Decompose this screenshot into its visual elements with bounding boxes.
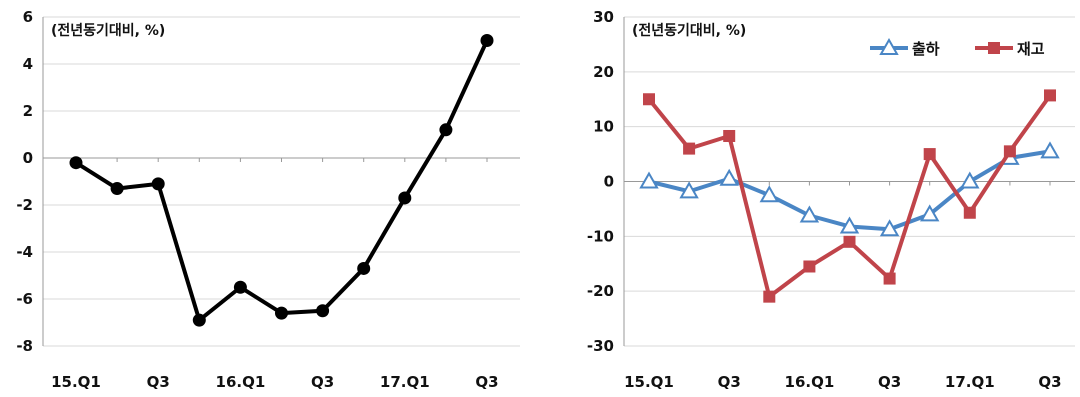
data-point — [439, 123, 453, 137]
unit-label: (전년동기대비, %) — [51, 22, 165, 39]
data-point — [275, 306, 288, 320]
legend-label: 출하 — [912, 40, 940, 58]
data-point — [803, 260, 816, 273]
series-line — [647, 94, 1052, 299]
data-point — [639, 171, 659, 189]
y-tick-label: 0 — [604, 173, 614, 191]
data-point — [960, 171, 980, 189]
x-tick-label: 16.Q1 — [785, 373, 835, 391]
x-tick-label: Q3 — [1038, 373, 1061, 391]
y-tick-label: -10 — [587, 227, 614, 245]
x-tick-label: 17.Q1 — [380, 373, 430, 391]
data-point — [923, 148, 936, 161]
data-point — [398, 191, 412, 205]
data-point — [843, 235, 856, 248]
y-tick-label: 20 — [593, 63, 614, 81]
x-tick-label: 16.Q1 — [216, 373, 266, 391]
chart-left-svg: -8 -6 -4 -2 0 2 4 6 15.Q1 Q3 16.Q1 Q3 17.Q1 Q3 (전년동기대비… — [16, 8, 520, 391]
chart-left: -8 -6 -4 -2 0 2 4 6 15.Q1 Q3 16.Q1 Q3 17.Q1 Q3 (전년동기대비… — [0, 0, 530, 393]
y-tick-label: 10 — [593, 118, 614, 136]
x-tick-label: 15.Q1 — [51, 373, 101, 391]
y-tick-label: -2 — [16, 196, 33, 214]
legend-label: 재고 — [1017, 40, 1045, 58]
y-tick-label: -8 — [16, 337, 33, 355]
x-tick-label: 15.Q1 — [624, 373, 674, 391]
data-point — [233, 280, 247, 294]
data-point — [1040, 141, 1060, 159]
unit-label: (전년동기대비, %) — [632, 22, 746, 39]
y-tick-label: 30 — [593, 8, 614, 26]
y-tick-label: -4 — [16, 243, 33, 261]
data-point — [643, 93, 655, 106]
data-point — [723, 129, 736, 142]
x-tick-label: Q3 — [147, 373, 170, 391]
x-tick-label: Q3 — [311, 373, 334, 391]
data-point — [69, 156, 83, 170]
y-tick-label: 6 — [23, 8, 33, 26]
x-tick-label: Q3 — [718, 373, 741, 391]
y-tick-label: 0 — [23, 149, 33, 167]
data-point — [763, 290, 776, 303]
x-tick-label: Q3 — [878, 373, 901, 391]
legend-marker — [879, 37, 899, 55]
data-point — [357, 261, 371, 275]
data-point — [316, 304, 330, 318]
y-tick-label: 2 — [23, 102, 33, 120]
chart-right: -30 -20 -10 0 10 20 30 15.Q1 Q3 16.Q1 Q3 17.Q1 Q3 (전년… — [545, 0, 1080, 393]
data-point — [759, 185, 780, 203]
data-point — [799, 205, 820, 223]
data-point — [110, 182, 124, 196]
data-point — [480, 34, 494, 47]
data-point — [879, 219, 900, 237]
data-point — [683, 142, 696, 155]
y-tick-label: -30 — [587, 337, 614, 355]
data-point — [1003, 145, 1016, 158]
data-point — [679, 181, 699, 199]
data-point — [963, 206, 976, 219]
data-point — [719, 168, 739, 186]
x-tick-label: Q3 — [475, 373, 498, 391]
y-tick-label: -20 — [587, 282, 614, 300]
series-line — [74, 39, 489, 323]
legend-marker — [988, 42, 1000, 54]
data-point — [151, 177, 165, 191]
chart-right-svg: -30 -20 -10 0 10 20 30 15.Q1 Q3 16.Q1 Q3 17.Q1 Q3 (전년… — [587, 8, 1075, 391]
data-point — [192, 313, 206, 327]
data-point — [1044, 89, 1056, 102]
data-point — [919, 204, 940, 222]
data-point — [883, 272, 896, 285]
y-tick-label: 4 — [23, 55, 33, 73]
y-tick-label: -6 — [16, 290, 33, 308]
data-point — [839, 216, 860, 234]
x-tick-label: 17.Q1 — [945, 373, 995, 391]
